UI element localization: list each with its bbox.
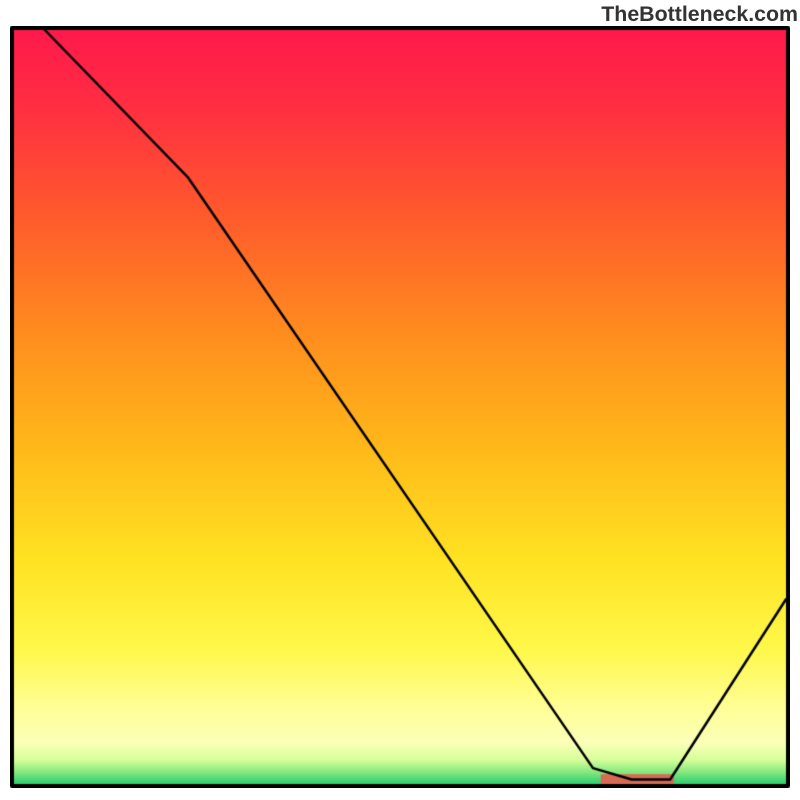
bottleneck-chart-canvas [10, 26, 790, 788]
bottleneck-chart [10, 26, 790, 788]
watermark-credit: TheBottleneck.com [601, 2, 798, 27]
